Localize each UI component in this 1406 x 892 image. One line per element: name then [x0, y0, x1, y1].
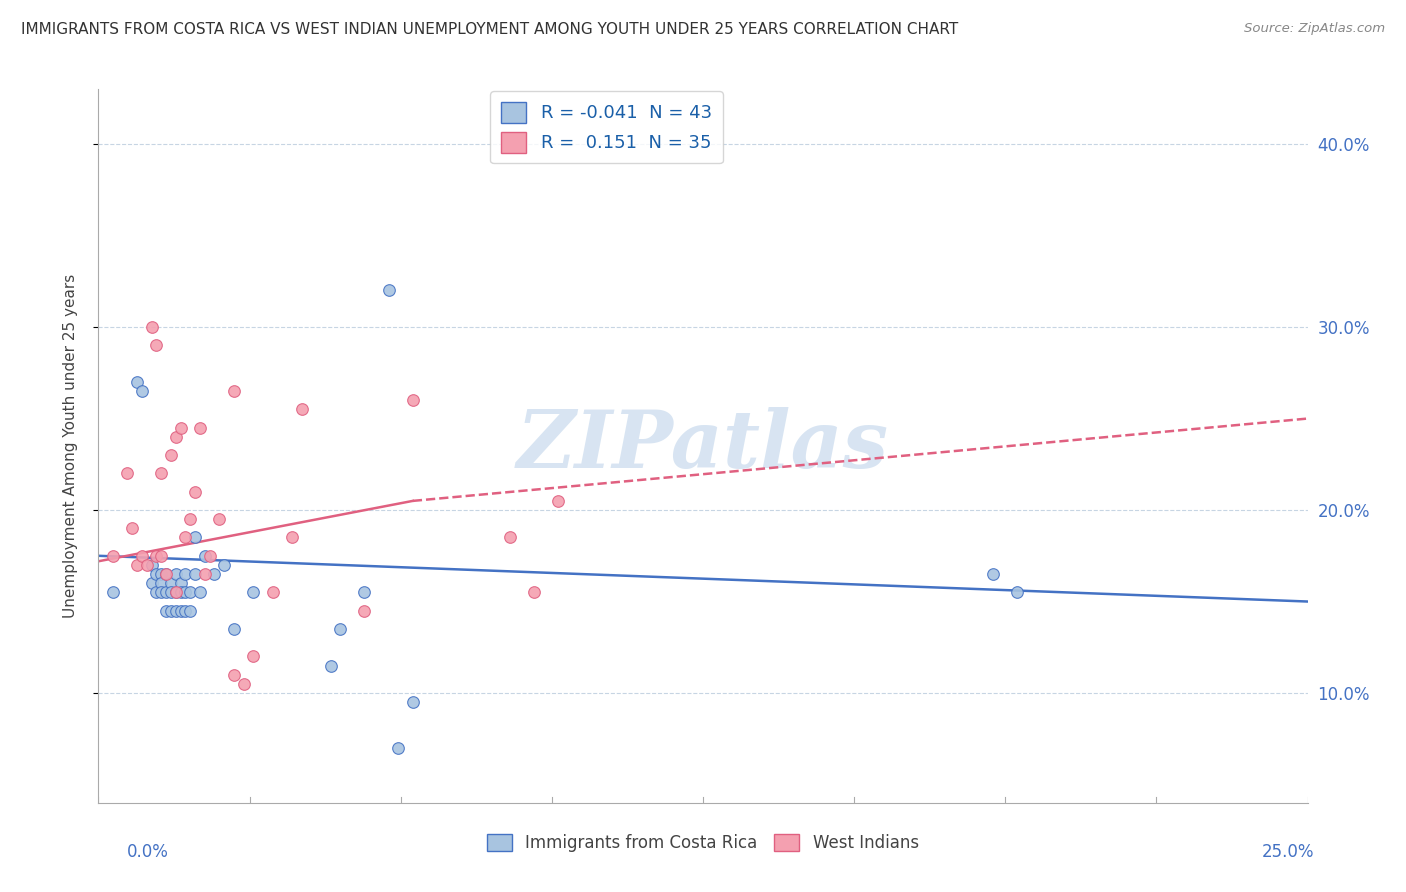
Point [353, 604, 375, 618]
Point [184, 531, 207, 545]
Point [155, 604, 177, 618]
Text: ZIPatlas: ZIPatlas [517, 408, 889, 484]
Legend: R = -0.041  N = 43, R =  0.151  N = 35: R = -0.041 N = 43, R = 0.151 N = 35 [491, 91, 723, 163]
Point [160, 604, 183, 618]
Point [145, 585, 167, 599]
Point [194, 567, 217, 582]
Point [141, 558, 163, 572]
Point [184, 567, 207, 582]
Text: IMMIGRANTS FROM COSTA RICA VS WEST INDIAN UNEMPLOYMENT AMONG YOUTH UNDER 25 YEAR: IMMIGRANTS FROM COSTA RICA VS WEST INDIA… [21, 22, 959, 37]
Point [498, 531, 520, 545]
Point [165, 585, 187, 599]
Point [121, 521, 143, 535]
Point [141, 576, 163, 591]
Point [160, 585, 183, 599]
Point [179, 512, 201, 526]
Point [155, 567, 177, 582]
Point [232, 677, 254, 691]
Point [188, 420, 211, 434]
Point [150, 549, 173, 563]
Point [169, 420, 191, 434]
Point [222, 622, 245, 636]
Point [242, 649, 264, 664]
Point [222, 667, 245, 681]
Point [547, 494, 569, 508]
Point [194, 549, 217, 563]
Point [155, 585, 177, 599]
Point [150, 567, 173, 582]
Point [174, 585, 197, 599]
Point [402, 695, 425, 709]
Point [377, 284, 399, 298]
Point [117, 467, 139, 481]
Point [242, 585, 264, 599]
Point [150, 467, 173, 481]
Point [402, 393, 425, 408]
Point [174, 604, 197, 618]
Point [222, 384, 245, 398]
Point [1007, 585, 1029, 599]
Point [179, 604, 201, 618]
Text: 0.0%: 0.0% [127, 843, 169, 861]
Point [387, 740, 409, 755]
Point [101, 549, 124, 563]
Point [145, 338, 167, 352]
Point [160, 576, 183, 591]
Point [179, 585, 201, 599]
Point [165, 430, 187, 444]
Point [131, 384, 153, 398]
Point [329, 622, 352, 636]
Point [131, 549, 153, 563]
Point [127, 375, 149, 389]
Point [198, 549, 221, 563]
Point [145, 549, 167, 563]
Point [141, 320, 163, 334]
Point [135, 558, 157, 572]
Point [290, 402, 312, 417]
Text: Source: ZipAtlas.com: Source: ZipAtlas.com [1244, 22, 1385, 36]
Point [208, 512, 231, 526]
Y-axis label: Unemployment Among Youth under 25 years: Unemployment Among Youth under 25 years [63, 274, 77, 618]
Point [169, 576, 191, 591]
Text: 25.0%: 25.0% [1263, 843, 1315, 861]
Point [165, 567, 187, 582]
Point [174, 531, 197, 545]
Point [212, 558, 235, 572]
Point [160, 448, 183, 462]
Point [174, 567, 197, 582]
Point [165, 604, 187, 618]
Point [155, 567, 177, 582]
Point [204, 567, 226, 582]
Point [127, 558, 149, 572]
Point [150, 576, 173, 591]
Point [165, 585, 187, 599]
Point [169, 585, 191, 599]
Point [150, 585, 173, 599]
Point [145, 567, 167, 582]
Point [353, 585, 375, 599]
Point [184, 484, 207, 499]
Point [319, 658, 342, 673]
Point [262, 585, 284, 599]
Point [281, 531, 304, 545]
Point [169, 604, 191, 618]
Point [188, 585, 211, 599]
Point [981, 567, 1004, 582]
Point [523, 585, 546, 599]
Point [101, 585, 124, 599]
